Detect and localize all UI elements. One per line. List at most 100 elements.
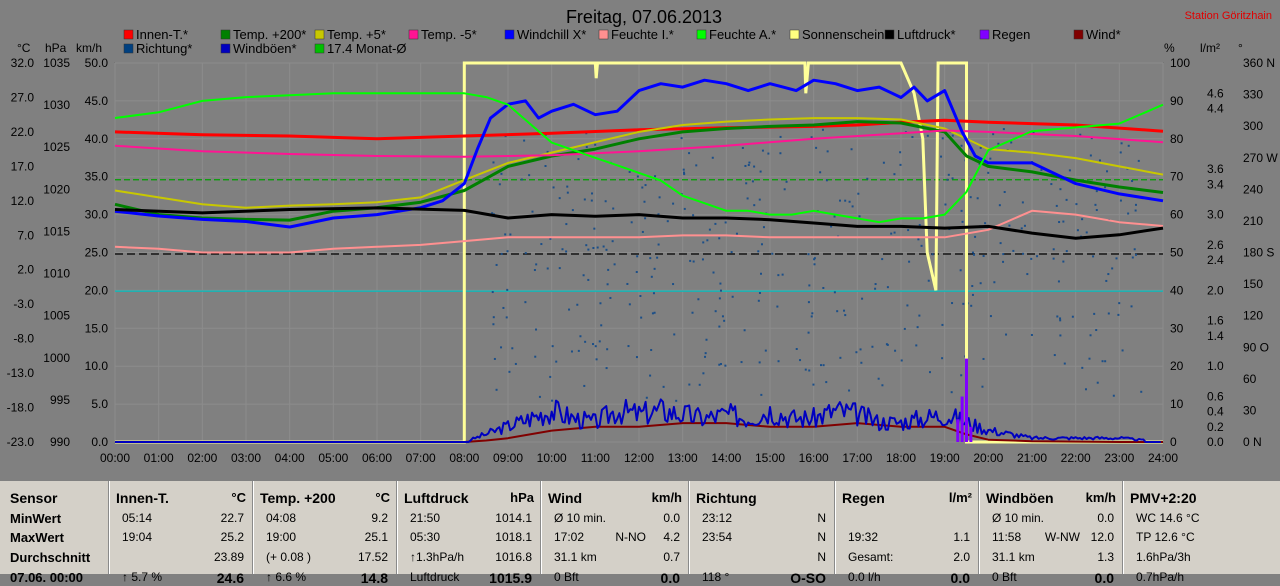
direction-tick-label: 30 [1243, 403, 1257, 417]
direction-point [1002, 253, 1005, 256]
direction-point [813, 257, 816, 260]
kmh-tick-label: 35.0 [85, 170, 109, 184]
direction-point [997, 142, 1000, 145]
direction-point [859, 348, 862, 351]
x-tick-label: 02:00 [187, 451, 217, 465]
series-wind [115, 422, 1163, 443]
direction-point [641, 186, 644, 189]
column-title: Richtung [696, 490, 757, 506]
cell-time: 0.7hPa/h [1136, 570, 1185, 584]
direction-point [1135, 253, 1138, 256]
x-tick-label: 24:00 [1148, 451, 1178, 465]
direction-point [606, 283, 609, 286]
cell-value: 0.0 [1094, 570, 1114, 586]
rain-tick-label: 3.0 [1207, 208, 1224, 222]
direction-point [498, 183, 501, 186]
direction-point [555, 360, 558, 363]
direction-point [635, 356, 638, 359]
direction-point [811, 312, 814, 315]
direction-point [649, 374, 652, 377]
direction-point [594, 345, 597, 348]
direction-point [911, 136, 914, 139]
legend-swatch [408, 29, 419, 40]
legend-swatch [789, 29, 800, 40]
column-separator [396, 481, 397, 574]
cell-value: 14.8 [360, 570, 388, 586]
cell-time: 0 Bft [554, 570, 579, 584]
direction-tick-label: 300 [1243, 119, 1263, 133]
direction-point [502, 306, 505, 309]
direction-tick-label: 0 N [1243, 435, 1262, 449]
cell-time: TP 12.6 °C [1136, 530, 1195, 544]
direction-point [551, 399, 554, 402]
row-label-max: MaxWert [10, 530, 64, 545]
direction-point [1096, 381, 1099, 384]
direction-point [605, 248, 608, 251]
direction-point [609, 296, 612, 299]
direction-point [950, 391, 953, 394]
direction-point [874, 283, 877, 286]
direction-point [662, 385, 665, 388]
direction-point [1058, 221, 1061, 224]
direction-point [520, 178, 523, 181]
direction-point [1140, 390, 1143, 393]
direction-point [596, 246, 599, 249]
cell-time: Ø 10 min. [554, 511, 607, 525]
direction-point [1095, 329, 1098, 332]
legend-label: Temp. -5* [421, 27, 477, 42]
column-title: PMV+2:20 [1130, 490, 1197, 506]
cell-time: ↑ 6.6 % [266, 570, 307, 584]
direction-point [941, 323, 944, 326]
direction-point [702, 372, 705, 375]
cell-time: 31.1 km [554, 550, 597, 564]
cell-value: 1.3 [1097, 550, 1114, 564]
direction-point [691, 311, 694, 314]
rain-tick-label: 3.4 [1207, 177, 1224, 191]
direction-point [1115, 257, 1118, 260]
direction-point [1030, 257, 1033, 260]
direction-point [944, 203, 947, 206]
rain-tick-label: 2.0 [1207, 283, 1224, 297]
direction-point [928, 371, 931, 374]
direction-point [1059, 188, 1062, 191]
column-title: Luftdruck [404, 490, 469, 506]
direction-point [826, 150, 829, 153]
direction-point [758, 291, 761, 294]
kmh-tick-label: 25.0 [85, 246, 109, 260]
direction-point [761, 149, 764, 152]
column-unit: °C [231, 490, 246, 505]
rain-bar [960, 396, 964, 442]
direction-tick-label: 360 N [1243, 56, 1275, 70]
cell-value: 2.0 [953, 550, 970, 564]
direction-point [960, 374, 963, 377]
cell-time: 05:14 [122, 511, 153, 525]
cell-value: 17.52 [357, 550, 388, 564]
sunshine-series [115, 61, 1163, 444]
column-separator [1123, 481, 1124, 574]
direction-point [714, 222, 717, 225]
direction-point [640, 316, 643, 319]
direction-point [1065, 250, 1068, 253]
direction-point [894, 349, 897, 352]
direction-point [702, 241, 705, 244]
direction-point [1081, 218, 1084, 221]
legend: Innen-T.* Temp. +200* Temp. +5* Temp. -5* Wi… [123, 27, 1121, 56]
legend-swatch [504, 29, 515, 40]
column-title: Windböen [986, 490, 1054, 506]
direction-point [877, 377, 880, 380]
direction-point [941, 137, 944, 140]
direction-point [724, 221, 727, 224]
direction-point [505, 316, 508, 319]
temp-tick-label: 27.0 [11, 90, 35, 104]
direction-point [649, 257, 652, 260]
direction-point [813, 258, 816, 261]
direction-point [651, 312, 654, 315]
direction-point [861, 297, 864, 300]
direction-point [1118, 302, 1121, 305]
direction-point [747, 164, 750, 167]
direction-point [839, 356, 842, 359]
direction-point [807, 301, 810, 304]
direction-point [1012, 249, 1015, 252]
kmh-tick-label: 15.0 [85, 321, 109, 335]
temp-tick-label: -23.0 [7, 435, 35, 449]
